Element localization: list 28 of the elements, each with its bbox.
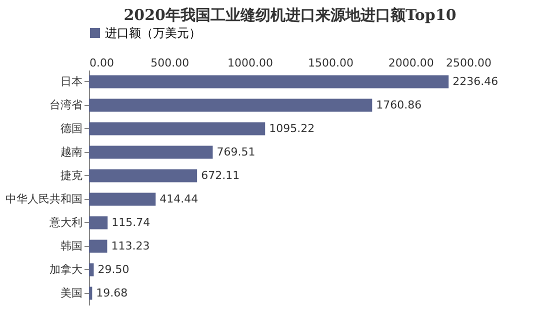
text: 1095.22 xyxy=(269,122,315,135)
x-tick-label: 2000.00 xyxy=(388,56,434,70)
y-tick-label: 台湾省 xyxy=(50,98,82,112)
x-tick-label: 1500.00 xyxy=(308,56,354,70)
text: 29.50 xyxy=(98,262,130,276)
y-tick-label: 中华人民共和国 xyxy=(6,192,82,206)
y-tick-label: 德国 xyxy=(60,122,82,135)
y-tick-label: 韩国 xyxy=(60,239,82,252)
text: 2236.46 xyxy=(452,74,498,88)
text: 414.44 xyxy=(160,192,198,206)
y-tick-label: 捷克 xyxy=(60,168,82,182)
text: 769.51 xyxy=(216,145,256,158)
y-tick-label: 意大利 xyxy=(48,216,82,229)
y-tick-label: 日本 xyxy=(60,74,82,88)
legend-label: 进口额（万美元） xyxy=(105,26,201,40)
x-tick-label: 0.00 xyxy=(90,56,114,70)
text: 672.11 xyxy=(201,168,240,182)
x-tick-label: 1000.00 xyxy=(228,56,274,70)
y-tick-label: 加拿大 xyxy=(50,262,82,276)
text: 19.68 xyxy=(96,286,128,300)
chart-title: 2020年我国工业缝纫机进口来源地进口额Top10 xyxy=(124,6,456,24)
text: 1760.86 xyxy=(376,98,422,112)
text: 115.74 xyxy=(112,216,150,229)
text: 113.23 xyxy=(111,239,150,252)
x-tick-label: 2500.00 xyxy=(446,56,492,70)
x-tick-label: 500.00 xyxy=(150,56,190,70)
y-tick-label: 美国 xyxy=(60,286,82,300)
y-tick-label: 越南 xyxy=(60,145,82,158)
